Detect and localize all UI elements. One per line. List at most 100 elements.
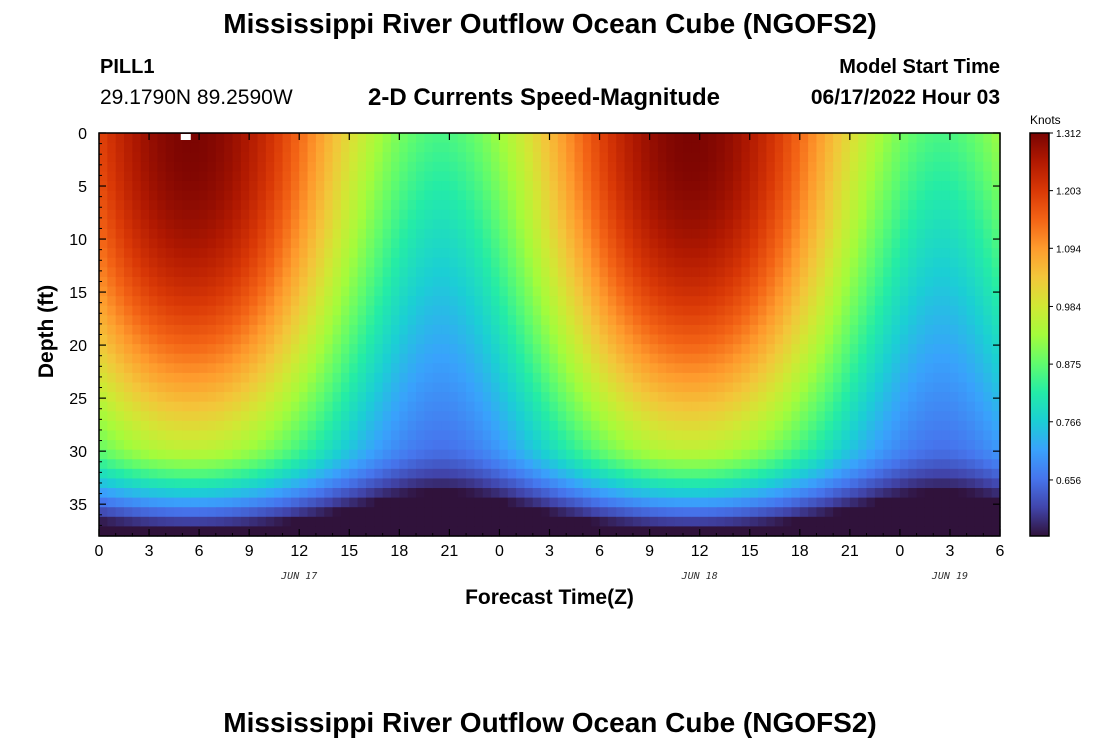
heatmap-cell: [349, 411, 359, 422]
heatmap-cell: [257, 411, 267, 422]
heatmap-cell: [299, 248, 309, 259]
heatmap-cell: [858, 411, 868, 422]
heatmap-cell: [174, 488, 184, 499]
heatmap-cell: [299, 219, 309, 230]
heatmap-cell: [249, 248, 259, 259]
heatmap-cell: [883, 209, 893, 220]
heatmap-cell: [983, 526, 993, 537]
heatmap-cell: [724, 257, 734, 268]
heatmap-cell: [949, 516, 959, 528]
heatmap-cell: [974, 180, 984, 192]
heatmap-cell: [841, 190, 851, 201]
x-tick-label: 6: [996, 543, 1005, 560]
x-tick-label: 3: [145, 543, 154, 560]
heatmap-cell: [916, 497, 926, 508]
heatmap-cell: [532, 430, 542, 441]
heatmap-cell: [766, 353, 776, 364]
heatmap-cell: [716, 161, 726, 172]
heatmap-cell: [824, 276, 834, 288]
heatmap-cell: [474, 142, 484, 153]
heatmap-cell: [974, 334, 984, 345]
heatmap-cell: [866, 344, 876, 355]
heatmap-cell: [190, 459, 200, 470]
heatmap-cell: [491, 507, 501, 518]
heatmap-cell: [207, 440, 217, 451]
heatmap-cell: [933, 200, 943, 211]
heatmap-cell: [541, 276, 551, 288]
heatmap-cell: [699, 401, 709, 412]
heatmap-cell: [983, 161, 993, 172]
heatmap-cell: [724, 152, 734, 163]
heatmap-cell: [858, 468, 868, 480]
heatmap-cell: [841, 516, 851, 528]
heatmap-cell: [858, 161, 868, 172]
heatmap-cell: [874, 200, 884, 211]
heatmap-cell: [482, 526, 492, 537]
heatmap-cell: [374, 353, 384, 364]
heatmap-cell: [599, 334, 609, 345]
heatmap-cell: [491, 296, 501, 307]
heatmap-cell: [833, 190, 843, 201]
heatmap-cell: [449, 372, 459, 384]
heatmap-cell: [349, 257, 359, 268]
heatmap-cell: [265, 228, 275, 240]
heatmap-cell: [174, 430, 184, 441]
heatmap-cell: [365, 267, 375, 278]
heatmap-cell: [791, 248, 801, 259]
heatmap-cell: [290, 497, 300, 508]
heatmap-cell: [941, 497, 951, 508]
heatmap-cell: [165, 305, 175, 316]
heatmap-cell: [149, 334, 158, 345]
heatmap-cell: [282, 267, 292, 278]
heatmap-cell: [215, 286, 225, 297]
heatmap-cell: [591, 305, 601, 316]
heatmap-cell: [240, 382, 250, 393]
heatmap-cell: [833, 353, 843, 364]
heatmap-cell: [741, 228, 751, 240]
heatmap-cell: [524, 430, 534, 441]
heatmap-cell: [624, 449, 634, 460]
heatmap-cell: [808, 171, 818, 182]
heatmap-cell: [240, 324, 250, 336]
heatmap-cell: [357, 315, 367, 326]
heatmap-cell: [190, 449, 200, 460]
heatmap-cell: [491, 353, 501, 364]
heatmap-cell: [774, 420, 784, 432]
heatmap-cell: [274, 488, 284, 499]
heatmap-cell: [607, 200, 617, 211]
heatmap-cell: [908, 209, 918, 220]
heatmap-cell: [365, 382, 375, 393]
heatmap-cell: [165, 267, 175, 278]
heatmap-cell: [115, 440, 125, 451]
heatmap-cell: [424, 344, 434, 355]
heatmap-cell: [466, 315, 476, 326]
heatmap-cell: [390, 161, 400, 172]
heatmap-cell: [549, 459, 559, 470]
heatmap-cell: [599, 468, 609, 480]
heatmap-cell: [491, 382, 501, 393]
heatmap-cell: [165, 219, 175, 230]
heatmap-cell: [708, 449, 717, 460]
heatmap-cell: [424, 228, 434, 240]
heatmap-cell: [616, 276, 626, 288]
heatmap-cell: [783, 401, 793, 412]
heatmap-cell: [157, 344, 167, 355]
heatmap-cell: [774, 353, 784, 364]
heatmap-cell: [716, 286, 726, 297]
heatmap-cell: [674, 411, 684, 422]
heatmap-cell: [641, 411, 651, 422]
heatmap-cell: [374, 420, 384, 432]
heatmap-cell: [324, 324, 334, 336]
heatmap-cell: [741, 516, 751, 528]
heatmap-cell: [624, 392, 634, 403]
heatmap-cell: [107, 296, 117, 307]
heatmap-cell: [257, 142, 267, 153]
heatmap-cell: [949, 478, 959, 489]
heatmap-cell: [758, 161, 767, 172]
heatmap-cell: [582, 296, 592, 307]
heatmap-cell: [991, 488, 1001, 499]
heatmap-cell: [491, 488, 501, 499]
heatmap-cell: [741, 507, 751, 518]
heatmap-cell: [115, 468, 125, 480]
heatmap-cell: [649, 286, 659, 297]
